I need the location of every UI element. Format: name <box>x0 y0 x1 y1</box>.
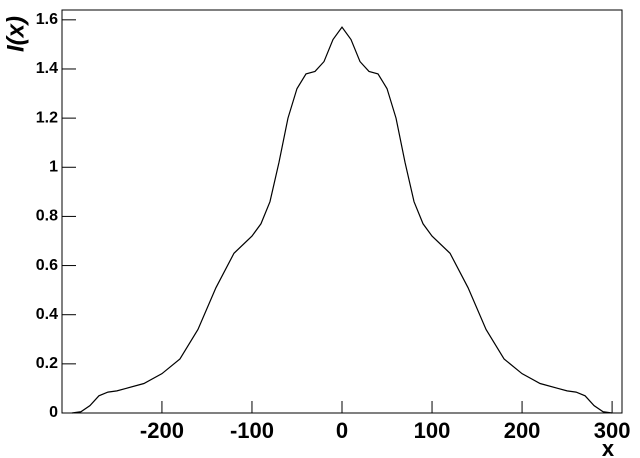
y-axis-title: I(x) <box>2 16 29 52</box>
x-axis-title: x <box>602 436 615 458</box>
x-tick-label: 200 <box>504 418 541 443</box>
x-tick-label: -200 <box>140 418 184 443</box>
x-tick-label: 300 <box>594 418 631 443</box>
y-tick-label: 1.6 <box>36 11 58 28</box>
y-tick-label: 1 <box>49 158 58 175</box>
x-tick-label: 0 <box>336 418 348 443</box>
y-tick-label: 0.8 <box>36 208 58 225</box>
y-tick-label: 0 <box>49 404 58 421</box>
data-line <box>71 26 613 414</box>
plot-frame <box>61 9 623 414</box>
x-tick-label: -100 <box>230 418 274 443</box>
y-tick-label: 0.2 <box>36 355 58 372</box>
y-tick-label: 1.4 <box>36 60 58 77</box>
x-tick-label: 100 <box>414 418 451 443</box>
y-tick-label: 0.6 <box>36 257 58 274</box>
y-tick-label: 1.2 <box>36 109 58 126</box>
y-tick-label: 0.4 <box>36 306 58 323</box>
